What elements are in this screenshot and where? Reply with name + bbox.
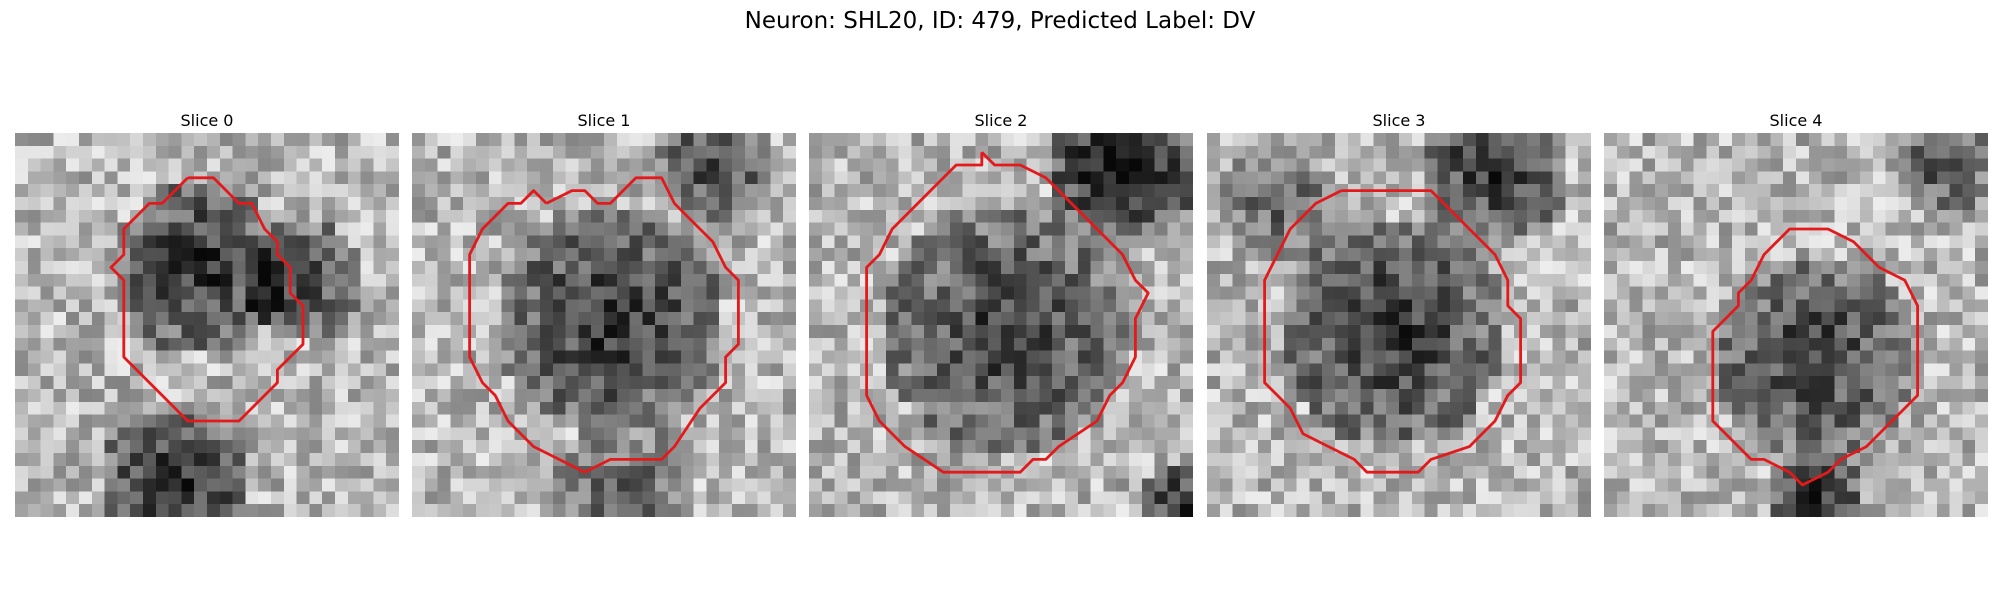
slice-image [15,133,399,517]
panel-title: Slice 3 [1372,111,1426,130]
pixel-grid [1604,133,1988,517]
slice-image [1604,133,1988,517]
panel-slice-3: Slice 3 [1207,109,1591,517]
panel-title: Slice 2 [974,111,1028,130]
slice-image [412,133,796,517]
pixel-grid [1207,133,1591,517]
figure-title: Neuron: SHL20, ID: 479, Predicted Label:… [744,8,1256,34]
panel-title: Slice 0 [180,111,234,130]
roi-contour [1711,227,1920,487]
panel-slice-0: Slice 0 [15,109,399,517]
slice-image [1207,133,1591,517]
pixel-grid [15,133,399,517]
pixel-grid [809,133,1193,517]
panel-title: Slice 4 [1769,111,1823,130]
roi-contour [468,176,740,474]
panel-slice-2: Slice 2 [809,109,1193,517]
panel-title: Slice 1 [577,111,631,130]
roi-contour [1263,189,1523,474]
slice-image [809,133,1193,517]
roi-contour [865,151,1150,474]
panel-slice-1: Slice 1 [412,109,796,517]
roi-contour [109,176,305,423]
panel-slice-4: Slice 4 [1604,109,1988,517]
